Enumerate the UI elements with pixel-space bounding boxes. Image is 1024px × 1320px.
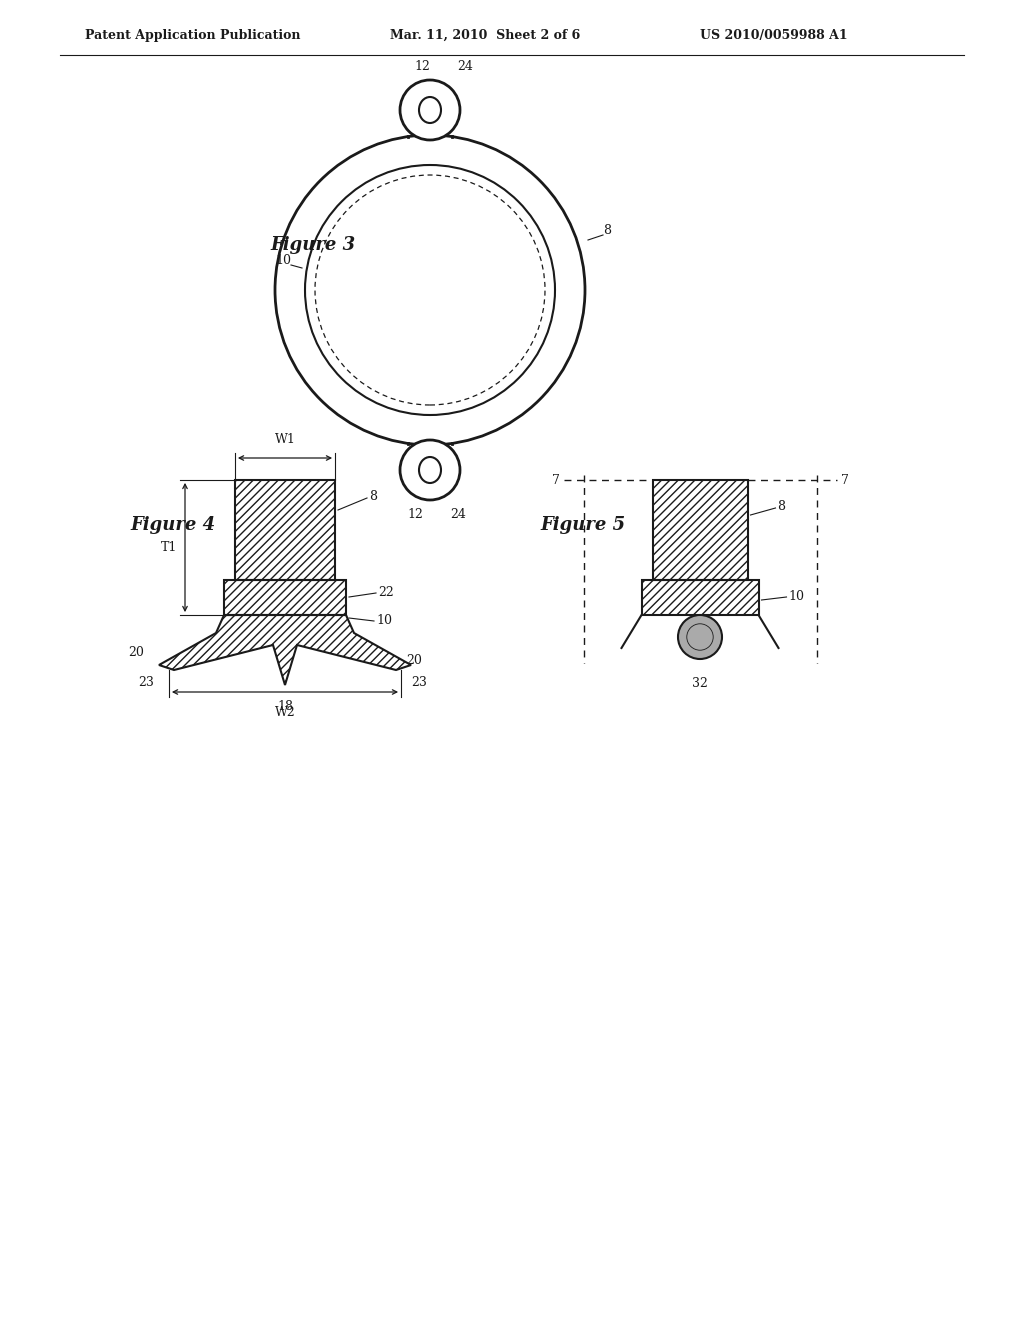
Text: 8: 8 (603, 223, 611, 236)
Text: 8: 8 (369, 491, 377, 503)
Text: Patent Application Publication: Patent Application Publication (85, 29, 300, 41)
Text: 12: 12 (414, 59, 430, 73)
Text: Figure 4: Figure 4 (130, 516, 215, 535)
Circle shape (678, 615, 722, 659)
Text: 23: 23 (138, 676, 154, 689)
Text: 23: 23 (411, 676, 427, 689)
Text: 24: 24 (457, 59, 473, 73)
Text: T1: T1 (161, 541, 177, 554)
Text: Mar. 11, 2010  Sheet 2 of 6: Mar. 11, 2010 Sheet 2 of 6 (390, 29, 581, 41)
Bar (641, 579, 759, 615)
Text: 12: 12 (408, 507, 423, 520)
Text: 8: 8 (777, 500, 785, 513)
Text: 10: 10 (788, 590, 805, 603)
Text: W1: W1 (274, 433, 296, 446)
Text: 24: 24 (451, 507, 466, 520)
Text: 10: 10 (376, 615, 392, 627)
Text: Figure 3: Figure 3 (270, 236, 355, 253)
Text: 7: 7 (841, 474, 849, 487)
Text: W2: W2 (274, 706, 295, 719)
Circle shape (400, 81, 460, 140)
Circle shape (400, 440, 460, 500)
Text: 22: 22 (378, 586, 394, 599)
Bar (652, 480, 748, 579)
Text: 18: 18 (278, 700, 293, 713)
Text: 32: 32 (692, 677, 708, 690)
Bar (641, 579, 759, 615)
Bar (234, 480, 335, 579)
Bar (224, 579, 346, 615)
Bar (652, 480, 748, 579)
Text: 20: 20 (406, 653, 422, 667)
Bar (234, 480, 335, 579)
Text: Figure 5: Figure 5 (540, 516, 625, 535)
Bar (224, 579, 346, 615)
Text: 20: 20 (128, 645, 144, 659)
Text: US 2010/0059988 A1: US 2010/0059988 A1 (700, 29, 848, 41)
Text: 10: 10 (275, 253, 291, 267)
Text: 7: 7 (552, 474, 559, 487)
